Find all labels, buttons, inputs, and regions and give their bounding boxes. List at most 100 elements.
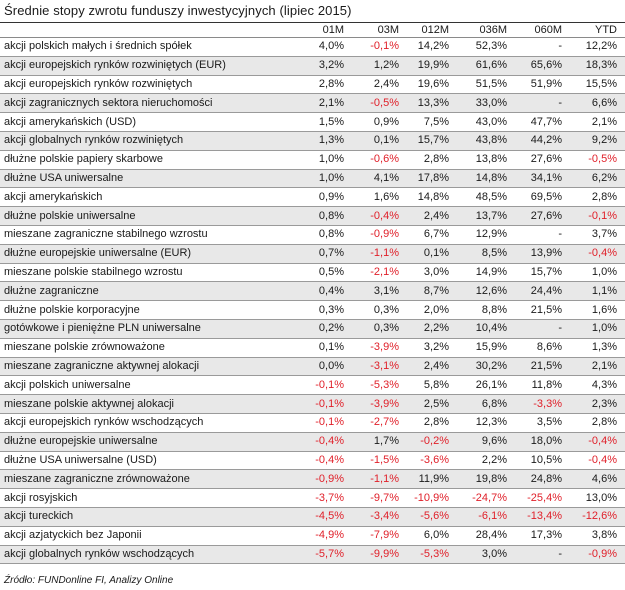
return-ytd-cell: 6,2% — [570, 169, 625, 189]
fund-category-name: akcji polskich uniwersalne — [0, 375, 280, 396]
return-036m-cell: 12,6% — [457, 281, 515, 302]
return-036m-cell: -6,1% — [457, 507, 515, 527]
table-row: akcji globalnych rynków wschodzących -5,7… — [0, 545, 625, 565]
table-row: akcji tureckich -4,5% -3,4% -5,6% -6,1% -13,4… — [0, 507, 625, 527]
fund-category-name: akcji globalnych rynków wschodzących — [0, 545, 280, 565]
return-03m-cell: 0,9% — [352, 112, 407, 132]
table-row: mieszane polskie zrównoważone 0,1% -3,9% 3,… — [0, 338, 625, 358]
return-03m-cell: -2,1% — [352, 263, 407, 283]
return-060m-cell: - — [515, 225, 570, 245]
header-fund-category — [0, 23, 280, 38]
table-row: akcji amerykańskich 0,9% 1,6% 14,8% 48,5% 69,… — [0, 187, 625, 208]
return-012m-cell: 5,8% — [407, 375, 457, 396]
return-012m-cell: 15,7% — [407, 131, 457, 151]
return-012m-cell: 3,0% — [407, 263, 457, 283]
return-ytd-cell: 2,1% — [570, 357, 625, 377]
table-row: mieszane zagraniczne aktywnej alokacji 0,… — [0, 357, 625, 377]
return-01m-cell: 2,1% — [280, 93, 352, 114]
table-row: dłużne USA uniwersalne (USD) -0,4% -1,5% -3… — [0, 451, 625, 471]
table-row: akcji azjatyckich bez Japonii -4,9% -7,9% 6… — [0, 526, 625, 546]
return-ytd-cell: -12,6% — [570, 507, 625, 527]
return-060m-cell: 11,8% — [515, 375, 570, 396]
return-03m-cell: 4,1% — [352, 169, 407, 189]
return-03m-cell: -1,1% — [352, 244, 407, 264]
fund-category-name: dłużne polskie korporacyjne — [0, 300, 280, 320]
return-036m-cell: 15,9% — [457, 338, 515, 358]
return-01m-cell: 0,4% — [280, 281, 352, 302]
return-03m-cell: 2,4% — [352, 75, 407, 95]
return-036m-cell: 3,0% — [457, 545, 515, 565]
table-row: akcji europejskich rynków wschodzących -0… — [0, 413, 625, 433]
return-01m-cell: 0,8% — [280, 206, 352, 226]
table-row: akcji amerykańskich (USD) 1,5% 0,9% 7,5% 43,… — [0, 112, 625, 132]
return-036m-cell: 51,5% — [457, 75, 515, 95]
return-012m-cell: 2,2% — [407, 319, 457, 339]
return-ytd-cell: 1,6% — [570, 300, 625, 320]
return-01m-cell: -0,1% — [280, 375, 352, 396]
return-03m-cell: 0,1% — [352, 131, 407, 151]
return-01m-cell: 0,8% — [280, 225, 352, 245]
return-01m-cell: 1,0% — [280, 150, 352, 170]
return-03m-cell: -2,7% — [352, 413, 407, 433]
return-012m-cell: 19,6% — [407, 75, 457, 95]
title-bar: Średnie stopy zwrotu funduszy inwestycyj… — [0, 0, 625, 23]
return-03m-cell: -0,1% — [352, 37, 407, 57]
fund-category-name: mieszane polskie stabilnego wzrostu — [0, 263, 280, 283]
return-060m-cell: 69,5% — [515, 187, 570, 208]
return-036m-cell: 30,2% — [457, 357, 515, 377]
fund-category-name: akcji tureckich — [0, 507, 280, 527]
return-060m-cell: -13,4% — [515, 507, 570, 527]
return-012m-cell: 2,5% — [407, 394, 457, 414]
return-03m-cell: -9,7% — [352, 488, 407, 508]
return-036m-cell: 52,3% — [457, 37, 515, 57]
return-ytd-cell: -0,1% — [570, 206, 625, 226]
return-060m-cell: 8,6% — [515, 338, 570, 358]
return-012m-cell: 6,0% — [407, 526, 457, 546]
return-ytd-cell: 15,5% — [570, 75, 625, 95]
return-060m-cell: 47,7% — [515, 112, 570, 132]
fund-category-name: dłużne europejskie uniwersalne (EUR) — [0, 244, 280, 264]
fund-category-name: mieszane zagraniczne zrównoważone — [0, 469, 280, 490]
return-036m-cell: 12,3% — [457, 413, 515, 433]
return-060m-cell: 21,5% — [515, 300, 570, 320]
return-060m-cell: - — [515, 93, 570, 114]
return-036m-cell: 26,1% — [457, 375, 515, 396]
table-row: akcji globalnych rynków rozwiniętych 1,3%… — [0, 131, 625, 151]
return-012m-cell: 2,4% — [407, 357, 457, 377]
return-01m-cell: -0,4% — [280, 451, 352, 471]
return-01m-cell: -0,1% — [280, 394, 352, 414]
fund-category-name: dłużne europejskie uniwersalne — [0, 432, 280, 452]
return-01m-cell: 4,0% — [280, 37, 352, 57]
return-ytd-cell: 18,3% — [570, 56, 625, 76]
return-060m-cell: 18,0% — [515, 432, 570, 452]
return-ytd-cell: 2,1% — [570, 112, 625, 132]
table-row: dłużne polskie korporacyjne 0,3% 0,3% 2,0% 8… — [0, 300, 625, 320]
fund-category-name: dłużne USA uniwersalne — [0, 169, 280, 189]
table-row: dłużne europejskie uniwersalne (EUR) 0,7%… — [0, 244, 625, 264]
return-012m-cell: 0,1% — [407, 244, 457, 264]
fund-category-name: mieszane polskie aktywnej alokacji — [0, 394, 280, 414]
return-ytd-cell: 3,7% — [570, 225, 625, 245]
return-012m-cell: 13,3% — [407, 93, 457, 114]
return-ytd-cell: 4,6% — [570, 469, 625, 490]
return-012m-cell: -5,6% — [407, 507, 457, 527]
table-row: akcji europejskich rynków rozwiniętych (… — [0, 56, 625, 76]
return-060m-cell: -25,4% — [515, 488, 570, 508]
return-036m-cell: 14,8% — [457, 169, 515, 189]
return-ytd-cell: -0,4% — [570, 451, 625, 471]
return-060m-cell: - — [515, 545, 570, 565]
return-01m-cell: 3,2% — [280, 56, 352, 76]
return-ytd-cell: -0,4% — [570, 244, 625, 264]
fund-category-name: dłużne polskie papiery skarbowe — [0, 150, 280, 170]
return-01m-cell: 0,7% — [280, 244, 352, 264]
table-row: mieszane polskie aktywnej alokacji -0,1% -… — [0, 394, 625, 414]
table-row: dłużne zagraniczne 0,4% 3,1% 8,7% 12,6% 24,4%… — [0, 281, 625, 302]
return-036m-cell: 10,4% — [457, 319, 515, 339]
return-03m-cell: -3,4% — [352, 507, 407, 527]
table-title: Średnie stopy zwrotu funduszy inwestycyj… — [4, 3, 352, 18]
return-060m-cell: - — [515, 37, 570, 57]
return-012m-cell: 2,8% — [407, 413, 457, 433]
return-ytd-cell: 2,3% — [570, 394, 625, 414]
return-03m-cell: 1,6% — [352, 187, 407, 208]
table-row: dłużne polskie papiery skarbowe 1,0% -0,6%… — [0, 150, 625, 170]
